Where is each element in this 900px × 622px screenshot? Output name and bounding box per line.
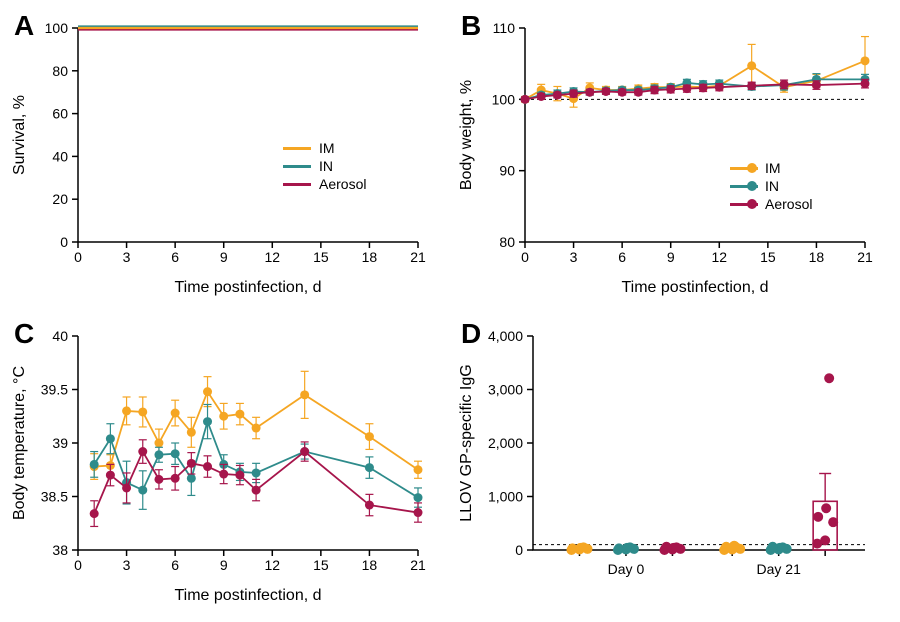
svg-text:Survival, %: Survival, % (11, 95, 28, 175)
svg-text:100: 100 (492, 91, 516, 107)
svg-text:Time postinfection, d: Time postinfection, d (621, 279, 768, 296)
svg-text:15: 15 (313, 249, 329, 265)
svg-text:12: 12 (264, 557, 280, 573)
svg-text:40: 40 (52, 328, 68, 344)
panel-c-chart: 0 3 6 9 12 15 18 21 38 38.5 39 39.5 40 Time postinfec… (8, 316, 438, 606)
panel-c: C 0369121518213838.53939.540Time postinf… (8, 316, 445, 614)
panel-a: A 036912151821020406080100Time postinfec… (8, 8, 445, 306)
svg-text:1,000: 1,000 (488, 489, 523, 505)
svg-text:0: 0 (74, 557, 82, 573)
svg-text:40: 40 (52, 148, 68, 164)
legend-label: IN (765, 178, 779, 194)
legend-label: IM (319, 140, 335, 156)
svg-text:0: 0 (60, 234, 68, 250)
legend-label: Aerosol (319, 176, 366, 192)
legend-label: IN (319, 158, 333, 174)
panel-b-legend: IM IN Aerosol (730, 158, 812, 214)
svg-text:Day 0: Day 0 (608, 561, 645, 577)
svg-text:15: 15 (760, 249, 776, 265)
svg-text:80: 80 (499, 234, 515, 250)
svg-text:Time postinfection, d: Time postinfection, d (174, 279, 321, 296)
svg-text:21: 21 (410, 557, 426, 573)
svg-text:4,000: 4,000 (488, 328, 523, 344)
svg-text:Time postinfection, d: Time postinfection, d (174, 587, 321, 604)
svg-text:Body weight, %: Body weight, % (458, 80, 475, 190)
svg-text:6: 6 (171, 557, 179, 573)
svg-text:LLOV GP-specific IgG: LLOV GP-specific IgG (458, 364, 475, 521)
svg-text:3,000: 3,000 (488, 382, 523, 398)
svg-text:12: 12 (264, 249, 280, 265)
svg-text:12: 12 (711, 249, 727, 265)
legend-item-aerosol: Aerosol (283, 176, 366, 192)
svg-text:9: 9 (220, 249, 228, 265)
legend-item-im: IM (283, 140, 366, 156)
svg-text:2,000: 2,000 (488, 435, 523, 451)
legend-label: Aerosol (765, 196, 812, 212)
svg-text:18: 18 (362, 557, 378, 573)
panel-d-chart: 0 1,000 2,000 3,000 4,000 LLOV GP-specific Ig… (455, 316, 885, 606)
svg-text:Day 21: Day 21 (757, 561, 802, 577)
svg-text:15: 15 (313, 557, 329, 573)
panel-b-chart: 0 3 6 9 12 15 18 21 80 90 100 110 Time postinfection… (455, 8, 885, 298)
svg-text:0: 0 (74, 249, 82, 265)
legend-item-in: IN (730, 178, 812, 194)
svg-text:60: 60 (52, 106, 68, 122)
legend-label: IM (765, 160, 781, 176)
svg-text:9: 9 (220, 557, 228, 573)
svg-text:39: 39 (52, 435, 68, 451)
panel-d: D 01,0002,0003,0004,000LLOV GP-specific … (455, 316, 892, 614)
panel-b: B 0369121518218090100110Time postinfecti… (455, 8, 892, 306)
svg-text:100: 100 (45, 20, 69, 36)
svg-text:Body temperature, °C: Body temperature, °C (11, 366, 28, 520)
svg-text:3: 3 (123, 249, 131, 265)
legend-item-in: IN (283, 158, 366, 174)
svg-text:6: 6 (618, 249, 626, 265)
svg-text:39.5: 39.5 (41, 382, 68, 398)
svg-text:3: 3 (570, 249, 578, 265)
legend-item-aerosol: Aerosol (730, 196, 812, 212)
svg-text:0: 0 (521, 249, 529, 265)
svg-text:18: 18 (362, 249, 378, 265)
svg-text:18: 18 (809, 249, 825, 265)
svg-text:21: 21 (410, 249, 426, 265)
svg-text:0: 0 (515, 542, 523, 558)
svg-text:20: 20 (52, 191, 68, 207)
svg-text:21: 21 (857, 249, 873, 265)
svg-text:9: 9 (667, 249, 675, 265)
panel-a-legend: IM IN Aerosol (283, 138, 366, 194)
panel-a-chart: 0 3 6 9 12 15 18 21 0 20 40 60 80 100 Time postinfecti… (8, 8, 438, 298)
svg-text:6: 6 (171, 249, 179, 265)
svg-text:3: 3 (123, 557, 131, 573)
svg-text:90: 90 (499, 163, 515, 179)
svg-text:38: 38 (52, 542, 68, 558)
svg-text:110: 110 (493, 20, 516, 36)
legend-item-im: IM (730, 160, 812, 176)
svg-text:38.5: 38.5 (41, 489, 68, 505)
svg-text:80: 80 (52, 63, 68, 79)
